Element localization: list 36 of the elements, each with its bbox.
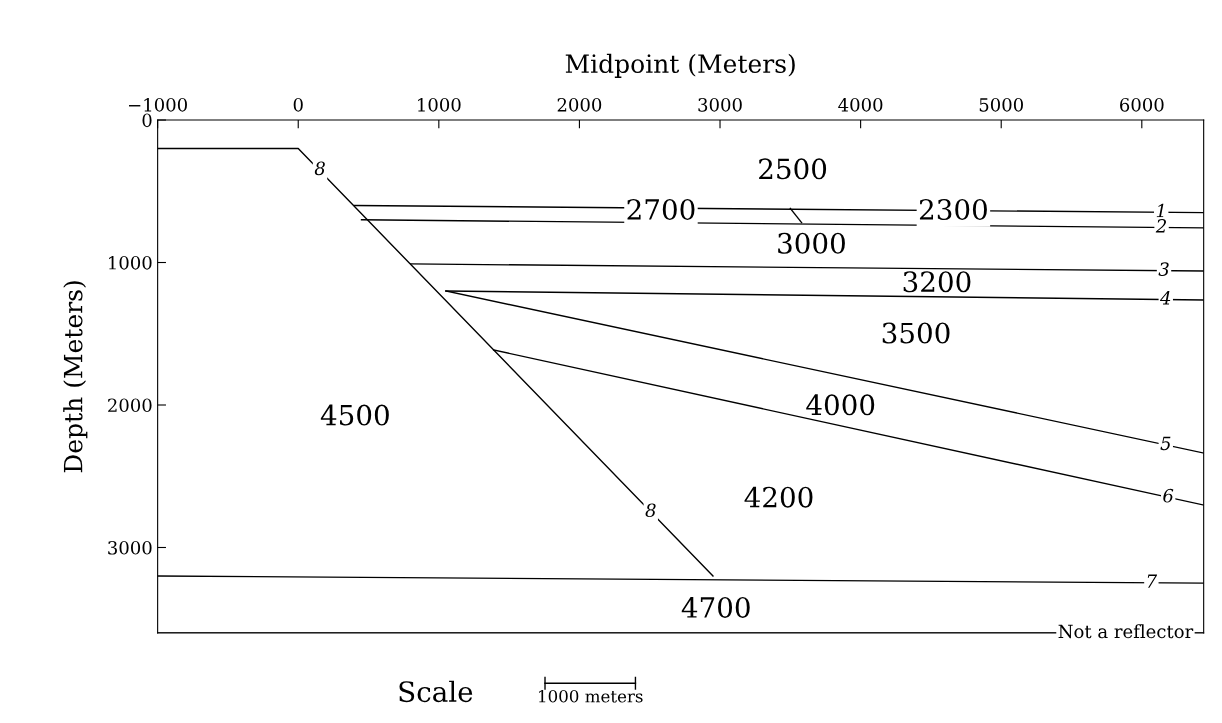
annotation: 2500 [759,158,827,180]
x-tick-label: 1000 [418,98,461,112]
annotation: 4200 [744,486,813,508]
y-tick-label: 3000 [108,540,152,555]
series-label: 2 [1155,219,1167,233]
text: 1000 meters [539,689,643,703]
annotation: 4500 [320,404,389,426]
annotation: 2700 [627,198,695,220]
series-label: 4 [1159,291,1171,305]
y-tick-label: 1000 [109,255,152,270]
y-tick-label: 2000 [108,398,152,413]
series-label: 7 [1147,574,1158,588]
y-tick-label: 0 [142,113,152,128]
series-label: Not a reflector [1058,624,1194,639]
annotation: 4000 [806,394,875,416]
x-tick-label: 4000 [838,98,883,112]
series-label: 1 [1156,203,1164,218]
x-tick-label: 0 [293,98,303,112]
y-axis-title: Depth (Meters) [63,281,88,473]
series-label: 3 [1158,262,1169,276]
annotation: 3500 [882,322,950,344]
x-tick-label: −1000 [129,98,187,112]
series-label: 6 [1163,488,1174,503]
annotation: 3200 [903,271,971,293]
annotation: 8 [314,161,325,176]
x-tick-label: 6000 [1120,98,1164,112]
series-label: 5 [1160,436,1171,451]
text: Scale [399,680,473,703]
annotation: 4700 [681,596,750,618]
x-tick-label: 2000 [557,98,602,112]
x-tick-label: 3000 [698,98,742,112]
x-tick-label: 5000 [979,98,1023,112]
annotation: 3000 [778,232,845,254]
annotation: 2300 [919,198,987,220]
x-axis-title: Midpoint (Meters) [565,53,795,78]
series-label: 8 [645,503,656,518]
